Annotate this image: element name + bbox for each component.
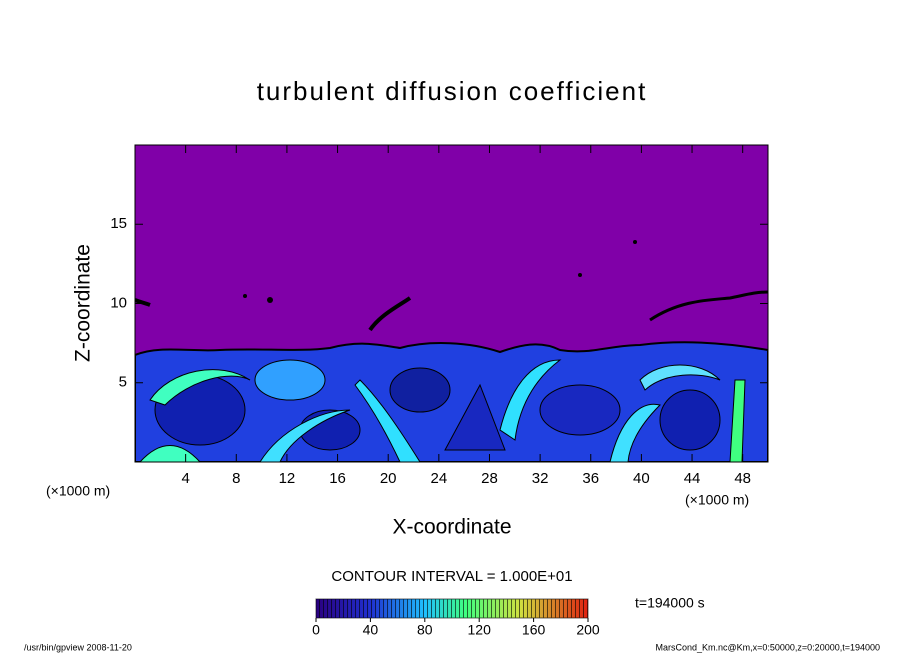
colorbar-tick-label: 120 [468,622,492,638]
footer-left: /usr/bin/gpview 2008-11-20 [24,642,132,652]
x-tick-label: 4 [181,470,189,487]
colorbar-tick-label: 160 [522,622,546,638]
x-tick-label: 16 [329,470,346,487]
x-tick-label: 12 [279,470,296,487]
colorbar-tick-label: 80 [417,622,433,638]
x-tick-label: 36 [582,470,599,487]
x-tick-label: 44 [684,470,701,487]
footer-right: MarsCond_Km.nc@Km,x=0:50000,z=0:20000,t=… [655,642,880,652]
x-tick-label: 48 [734,470,751,487]
x-tick-label: 20 [380,470,397,487]
x-tick-label: 40 [633,470,650,487]
x-tick-label: 28 [481,470,498,487]
x-tick-label: 24 [430,470,447,487]
contour-field [135,145,768,462]
y-tick-label: 15 [110,215,127,232]
x-unit-label: (×1000 m) [685,492,749,508]
chart-title: turbulent diffusion coefficient [257,76,648,106]
y-tick-label: 10 [110,294,127,311]
x-unit-label: (×1000 m) [46,483,110,499]
x-axis-label: X-coordinate [392,516,511,539]
colorbar-lines [315,598,589,619]
colorbar-tick-label: 40 [363,622,379,638]
time-label: t=194000 s [635,595,705,611]
contour-interval: CONTOUR INTERVAL = 1.000E+01 [331,568,572,585]
x-tick-label: 8 [232,470,240,487]
y-tick-label: 5 [119,374,127,391]
colorbar-tick-label: 200 [576,622,600,638]
colorbar-tick-label: 0 [312,622,320,638]
y-axis-label: Z-coordinate [72,244,95,362]
x-tick-label: 32 [532,470,549,487]
